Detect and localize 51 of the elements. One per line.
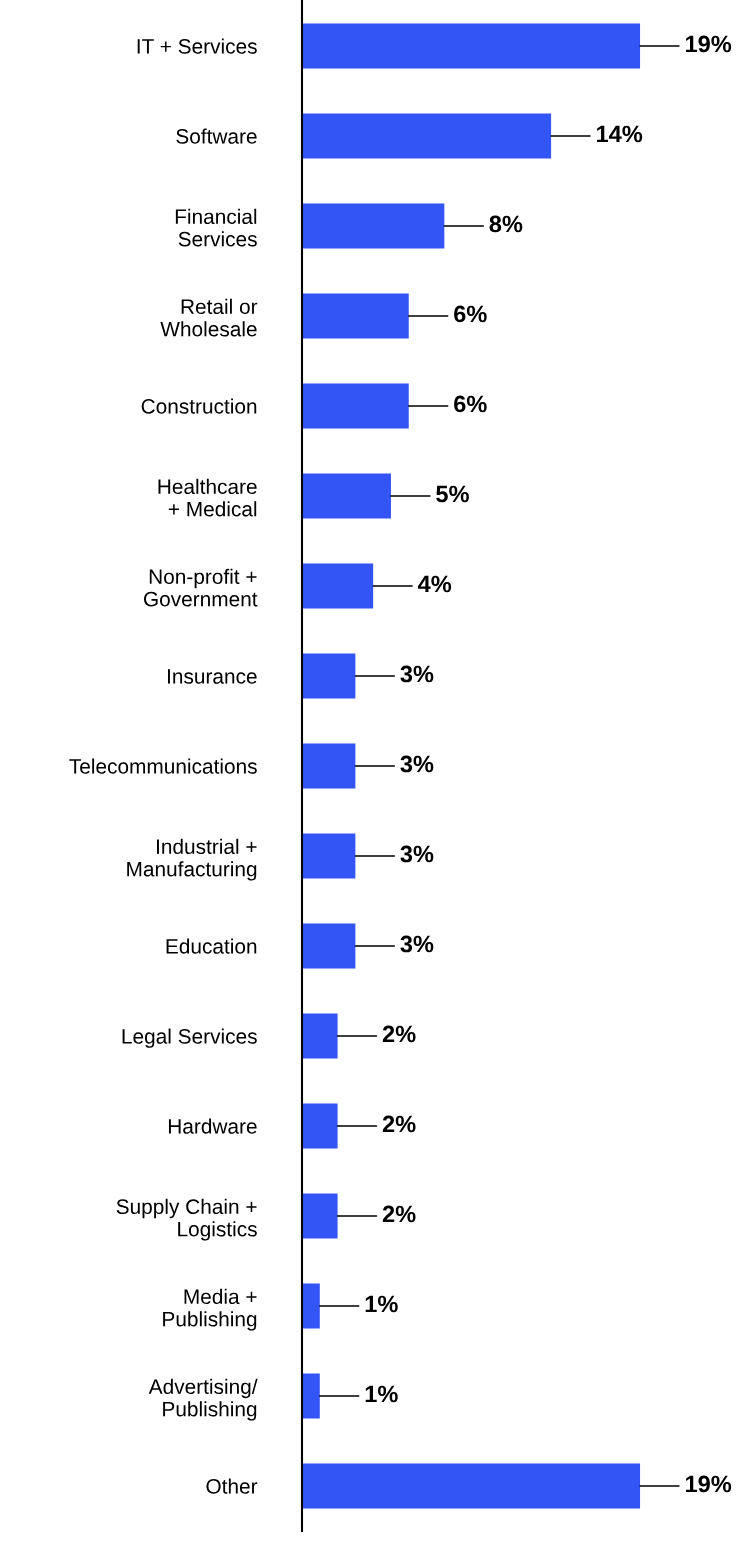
y-tick-label: Other: [206, 1478, 258, 1494]
y-tick-label: Advertising/ Publishing: [148, 1378, 258, 1421]
data-label: 1%: [365, 1385, 398, 1403]
y-tick-label: Industrial + Manufacturing: [127, 838, 257, 881]
bar: [302, 1013, 338, 1059]
bar: [302, 653, 356, 699]
bar: [302, 203, 445, 249]
y-tick-label: Education: [166, 938, 257, 954]
y-tick-label: Media + Publishing: [163, 1288, 257, 1331]
data-label: 19%: [685, 35, 732, 53]
data-label: 1%: [365, 1295, 398, 1313]
data-label: 2%: [382, 1025, 416, 1043]
y-tick-label: Construction: [141, 398, 257, 414]
data-label: 19%: [685, 1475, 732, 1493]
bar: [302, 293, 409, 339]
y-tick-label: Software: [176, 128, 257, 144]
y-tick-label: Non-profit + Government: [143, 568, 258, 607]
y-tick-label: Legal Services: [122, 1028, 257, 1048]
bar: [302, 1463, 641, 1509]
bar: [302, 1283, 320, 1329]
y-tick-label: Financial Services: [175, 208, 257, 247]
bar: [302, 113, 552, 159]
y-tick-label: Insurance: [168, 669, 257, 684]
bar: [302, 1373, 320, 1419]
bar: [302, 473, 391, 519]
bar: [302, 923, 356, 969]
data-label: 2%: [382, 1205, 416, 1223]
data-label: 6%: [454, 395, 487, 413]
data-label: 2%: [382, 1115, 416, 1133]
y-tick-label: Retail or Wholesale: [160, 298, 258, 337]
data-label: 6%: [454, 305, 487, 323]
data-label: 3%: [400, 755, 434, 773]
data-label: 14%: [597, 125, 643, 143]
bar: [302, 383, 409, 429]
bar: [302, 1103, 338, 1149]
bar: [302, 743, 356, 789]
bar: [302, 1193, 338, 1239]
data-label: 5%: [436, 485, 469, 503]
data-label: 3%: [400, 845, 434, 863]
y-tick-label: IT + Services: [137, 38, 257, 54]
data-label: 3%: [400, 665, 434, 683]
y-tick-label: Hardware: [168, 1118, 257, 1134]
bar: [302, 833, 356, 879]
data-label: 8%: [489, 215, 523, 233]
data-label: 3%: [400, 935, 434, 953]
y-tick-label: Telecommunications: [69, 758, 257, 774]
bar: [302, 563, 374, 609]
bar: [302, 23, 641, 69]
y-tick-label: Healthcare + Medical: [158, 478, 257, 517]
y-tick-label: Supply Chain + Logistics: [116, 1198, 257, 1241]
data-label: 4%: [417, 575, 452, 593]
